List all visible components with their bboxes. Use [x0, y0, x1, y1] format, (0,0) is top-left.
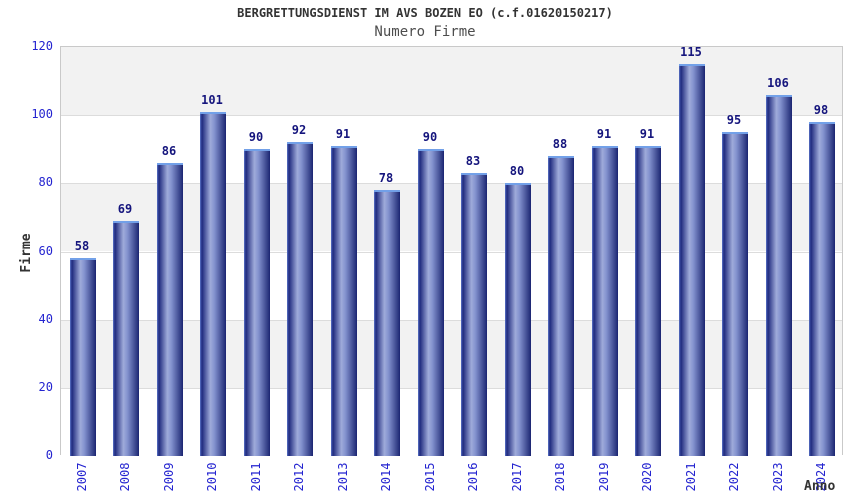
bar-2017 — [505, 183, 531, 456]
bar-value-label: 92 — [291, 123, 307, 137]
y-tick-label: 0 — [45, 448, 53, 462]
bar-2011 — [244, 149, 270, 456]
gridline — [61, 388, 842, 389]
bar-2023 — [766, 95, 792, 456]
gridline — [61, 115, 842, 116]
y-tick-label: 80 — [38, 175, 53, 189]
bar-value-label: 69 — [117, 202, 133, 216]
plot-band — [61, 115, 842, 184]
y-axis-title: Firme — [19, 233, 34, 273]
y-tick-label: 100 — [31, 107, 53, 121]
x-tick-label: 2019 — [597, 462, 611, 492]
bar-2014 — [374, 190, 400, 456]
x-axis-title: Anno — [804, 479, 836, 494]
bar-2019 — [592, 146, 618, 456]
x-tick-label: 2016 — [466, 462, 480, 492]
x-tick-label: 2012 — [292, 462, 306, 492]
plot-band — [61, 47, 842, 116]
bar-value-label: 90 — [248, 130, 264, 144]
gridline — [61, 183, 842, 184]
gridline — [61, 252, 842, 253]
bar-value-label: 95 — [726, 113, 742, 127]
bar-2008 — [113, 221, 139, 456]
x-tick-label: 2007 — [75, 462, 89, 492]
x-tick-label: 2014 — [379, 462, 393, 492]
bar-2024 — [809, 122, 835, 456]
x-tick-label: 2009 — [162, 462, 176, 492]
bar-2009 — [157, 163, 183, 456]
bar-2010 — [200, 112, 226, 456]
x-tick-label: 2020 — [640, 462, 654, 492]
chart-subtitle: Numero Firme — [374, 24, 476, 40]
plot-band — [61, 319, 842, 388]
bar-value-label: 83 — [465, 154, 481, 168]
x-tick-label: 2013 — [336, 462, 350, 492]
bar-value-label: 101 — [201, 93, 223, 107]
bar-value-label: 90 — [422, 130, 438, 144]
bar-value-label: 78 — [378, 171, 394, 185]
bar-value-label: 58 — [74, 239, 90, 253]
bar-2007 — [70, 258, 96, 456]
bar-value-label: 91 — [596, 127, 612, 141]
bar-value-label: 106 — [767, 76, 789, 90]
gridline — [61, 320, 842, 321]
x-tick-label: 2015 — [423, 462, 437, 492]
bar-value-label: 98 — [813, 103, 829, 117]
x-tick-label: 2017 — [510, 462, 524, 492]
x-tick-label: 2022 — [727, 462, 741, 492]
y-tick-label: 60 — [38, 244, 53, 258]
x-tick-label: 2023 — [771, 462, 785, 492]
bar-value-label: 88 — [552, 137, 568, 151]
bar-2015 — [418, 149, 444, 456]
bar-2013 — [331, 146, 357, 456]
bar-2018 — [548, 156, 574, 456]
bar-value-label: 115 — [680, 45, 702, 59]
plot-band — [61, 183, 842, 252]
bar-2012 — [287, 142, 313, 456]
y-tick-label: 40 — [38, 312, 53, 326]
bar-value-label: 91 — [335, 127, 351, 141]
chart-title: BERGRETTUNGSDIENST IM AVS BOZEN EO (c.f.… — [237, 6, 613, 20]
x-tick-label: 2008 — [118, 462, 132, 492]
plot-band — [61, 251, 842, 320]
x-tick-label: 2021 — [684, 462, 698, 492]
bar-2022 — [722, 132, 748, 456]
bar-value-label: 80 — [509, 164, 525, 178]
bar-value-label: 86 — [161, 144, 177, 158]
y-tick-label: 120 — [31, 39, 53, 53]
x-tick-label: 2018 — [553, 462, 567, 492]
y-tick-label: 20 — [38, 380, 53, 394]
bar-2021 — [679, 64, 705, 456]
bar-2016 — [461, 173, 487, 456]
x-tick-label: 2010 — [205, 462, 219, 492]
bar-2020 — [635, 146, 661, 456]
bar-value-label: 91 — [639, 127, 655, 141]
x-tick-label: 2011 — [249, 462, 263, 492]
plot-band — [61, 387, 842, 456]
plot-area — [60, 46, 843, 456]
